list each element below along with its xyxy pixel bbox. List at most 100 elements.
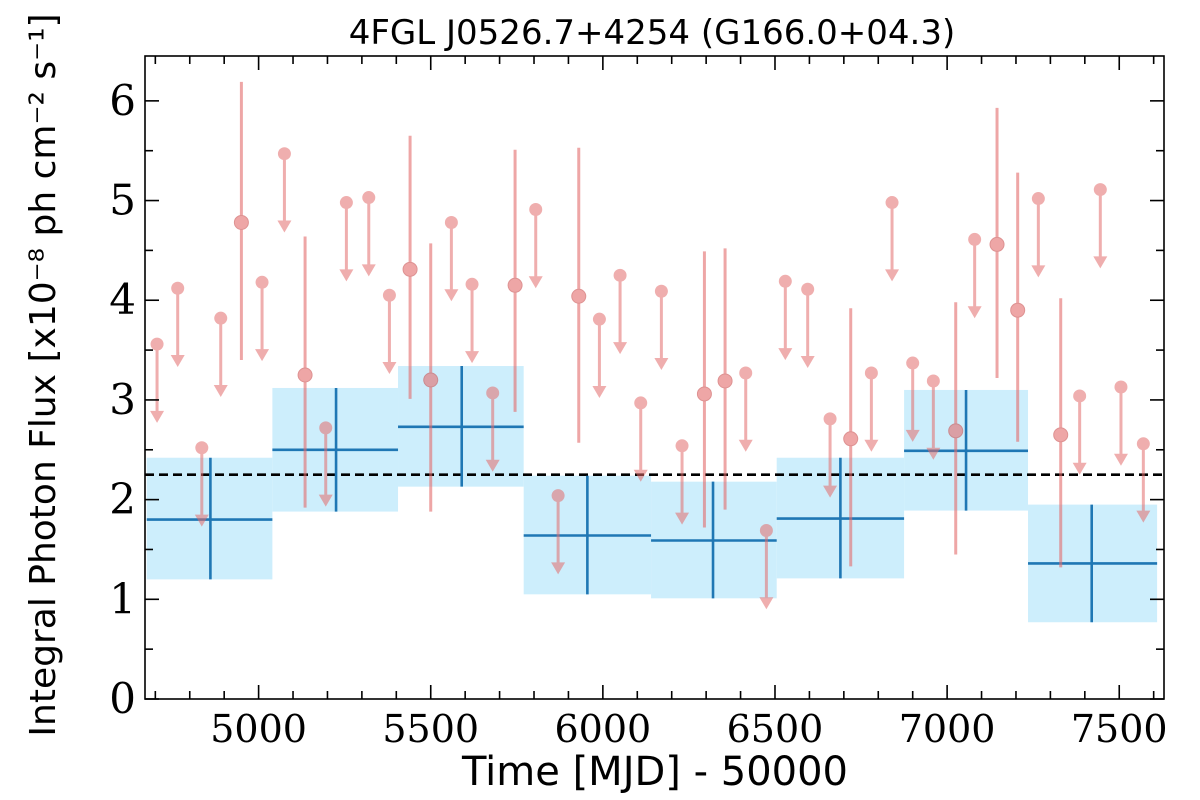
x-tick-label: 7000 bbox=[899, 707, 996, 751]
upper-limit-18 bbox=[654, 284, 669, 371]
upper-limit-marker bbox=[214, 311, 228, 325]
detection-marker bbox=[717, 373, 733, 389]
upper-limit-arrowhead bbox=[444, 289, 459, 302]
upper-limit-5 bbox=[277, 147, 292, 233]
upper-limit-23 bbox=[800, 282, 815, 369]
upper-limit-marker bbox=[654, 284, 668, 298]
detection-marker bbox=[1053, 427, 1069, 443]
x-tick-label: 6000 bbox=[555, 707, 652, 751]
upper-limit-arrowhead bbox=[864, 439, 879, 452]
upper-limit-15 bbox=[592, 312, 607, 398]
upper-limit-marker bbox=[277, 147, 291, 161]
detection-8 bbox=[843, 308, 859, 567]
upper-limit-marker bbox=[339, 196, 353, 210]
detection-1 bbox=[297, 236, 313, 508]
detection-marker bbox=[696, 386, 712, 402]
upper-limit-marker bbox=[171, 281, 185, 295]
upper-limit-24 bbox=[823, 412, 838, 498]
upper-limit-34 bbox=[1136, 437, 1151, 523]
upper-limit-marker bbox=[675, 439, 689, 453]
detection-marker bbox=[948, 423, 964, 439]
upper-limit-33 bbox=[1113, 380, 1128, 466]
upper-limit-marker bbox=[1093, 183, 1107, 197]
upper-limit-17 bbox=[633, 396, 648, 482]
y-tick-label: 1 bbox=[109, 574, 136, 623]
upper-limit-9 bbox=[382, 288, 397, 375]
upper-limit-marker bbox=[1073, 389, 1087, 403]
upper-limit-3 bbox=[213, 311, 228, 397]
upper-limit-arrowhead bbox=[592, 385, 607, 398]
upper-limit-19 bbox=[675, 439, 690, 525]
x-tick-label: 6500 bbox=[727, 707, 824, 751]
detection-marker bbox=[297, 367, 313, 383]
upper-limit-marker bbox=[864, 366, 878, 380]
detection-marker bbox=[989, 236, 1005, 252]
upper-limit-0 bbox=[150, 337, 165, 423]
detection-marker bbox=[571, 288, 587, 304]
upper-limit-arrowhead bbox=[759, 597, 774, 610]
detection-10 bbox=[989, 107, 1005, 378]
upper-limit-marker bbox=[486, 386, 500, 400]
upper-limit-30 bbox=[1031, 192, 1046, 278]
upper-limit-marker bbox=[551, 489, 565, 503]
axis-ticks: 5000 5500 6000 6500 7000 7500 0 1 2 3 4 5 6 bbox=[109, 56, 1168, 751]
upper-limit-marker bbox=[759, 524, 773, 538]
upper-limit-arrowhead bbox=[170, 355, 185, 368]
upper-limit-marker bbox=[613, 268, 627, 282]
upper-limit-20 bbox=[738, 366, 753, 452]
detection-11 bbox=[1010, 172, 1026, 442]
upper-limit-arrowhead bbox=[654, 358, 669, 371]
upper-limit-arrowhead bbox=[1072, 462, 1087, 475]
upper-limit-14 bbox=[551, 489, 566, 575]
upper-limit-marker bbox=[778, 274, 792, 288]
chart-title: 4FGL J0526.7+4254 (G166.0+04.3) bbox=[349, 13, 956, 53]
upper-limit-arrowhead bbox=[778, 348, 793, 361]
upper-limit-marker bbox=[885, 196, 899, 210]
upper-limit-marker bbox=[801, 282, 815, 296]
x-tick-label: 5500 bbox=[382, 707, 479, 751]
upper-limit-21 bbox=[759, 524, 774, 610]
detection-2 bbox=[402, 135, 418, 399]
upper-limit-2 bbox=[194, 441, 209, 527]
upper-limit-arrowhead bbox=[885, 269, 900, 282]
upper-limit-arrowhead bbox=[485, 459, 500, 472]
upper-limit-marker bbox=[150, 337, 164, 351]
detection-marker bbox=[423, 372, 439, 388]
upper-limit-8 bbox=[361, 191, 376, 277]
upper-limit-marker bbox=[634, 396, 648, 410]
upper-limit-arrowhead bbox=[361, 264, 376, 277]
upper-limit-arrowhead bbox=[1093, 256, 1108, 269]
detection-marker bbox=[402, 261, 418, 277]
upper-limit-arrowhead bbox=[738, 439, 753, 452]
upper-limit-arrowhead bbox=[194, 514, 209, 527]
upper-limit-32 bbox=[1093, 183, 1108, 269]
upper-limit-arrowhead bbox=[905, 429, 920, 442]
upper-limit-12 bbox=[485, 386, 500, 472]
upper-limit-marker bbox=[195, 441, 209, 455]
upper-limit-arrowhead bbox=[633, 469, 648, 482]
y-axis-label: Integral Photon Flux [x10⁻⁸ ph cm⁻² s⁻¹] bbox=[23, 13, 64, 736]
upper-limit-arrowhead bbox=[465, 351, 480, 364]
x-tick-label: 7500 bbox=[1071, 707, 1168, 751]
x-tick-label: 5000 bbox=[210, 707, 307, 751]
upper-limit-1 bbox=[170, 281, 185, 368]
upper-limit-arrowhead bbox=[339, 269, 354, 282]
upper-limit-26 bbox=[885, 196, 900, 282]
upper-limit-arrowhead bbox=[382, 362, 397, 375]
upper-limit-13 bbox=[528, 203, 543, 289]
detection-9 bbox=[948, 302, 964, 555]
upper-limit-4 bbox=[255, 275, 270, 362]
upper-limit-arrowhead bbox=[528, 276, 543, 289]
upper-limit-7 bbox=[339, 196, 354, 282]
detection-7 bbox=[717, 248, 733, 510]
y-tick-label: 0 bbox=[109, 674, 136, 723]
upper-limit-arrowhead bbox=[1031, 265, 1046, 278]
upper-limit-marker bbox=[1114, 380, 1128, 394]
upper-limit-arrowhead bbox=[800, 356, 815, 369]
upper-limit-arrowhead bbox=[150, 410, 165, 423]
upper-limit-arrowhead bbox=[551, 562, 566, 575]
upper-limit-marker bbox=[319, 421, 333, 435]
y-tick-label: 3 bbox=[109, 375, 136, 424]
upper-limit-arrowhead bbox=[613, 342, 628, 355]
